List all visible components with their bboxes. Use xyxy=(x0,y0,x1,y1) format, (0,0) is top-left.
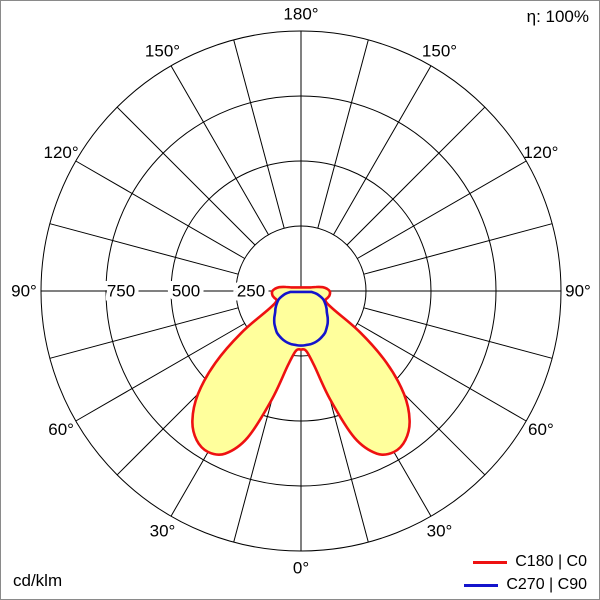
grid-radial-line xyxy=(233,39,285,229)
radial-tick-label: 250 xyxy=(237,282,265,301)
angle-label: 150° xyxy=(422,42,457,61)
grid-radial-line xyxy=(363,223,553,275)
angle-label: 30° xyxy=(150,521,176,540)
unit-label: cd/klm xyxy=(13,571,63,590)
angle-label: 90° xyxy=(565,282,591,301)
grid-radial-line xyxy=(357,323,527,422)
grid-radial-line xyxy=(75,323,245,422)
legend-swatch xyxy=(473,560,508,564)
efficiency-label: η: 100% xyxy=(526,7,589,26)
legend-label: C180 | C0 xyxy=(515,553,587,570)
legend: C180 | C0 C270 | C90 xyxy=(464,553,587,594)
grid-radial-line xyxy=(49,307,239,359)
legend-swatch xyxy=(464,583,499,587)
curve-c270-c90 xyxy=(272,290,330,347)
grid-radial-line xyxy=(49,223,239,275)
grid-radial-line xyxy=(75,160,245,259)
grid-radial-line xyxy=(346,106,486,246)
radial-tick-label: 750 xyxy=(107,282,135,301)
angle-label: 0° xyxy=(293,559,309,578)
angle-label: 30° xyxy=(427,521,453,540)
angle-label: 60° xyxy=(48,420,74,439)
angle-label: 180° xyxy=(283,5,318,24)
legend-item-c180-c0: C180 | C0 xyxy=(464,553,587,571)
angle-label: 120° xyxy=(523,143,558,162)
grid-radial-line xyxy=(363,307,553,359)
legend-item-c270-c90: C270 | C90 xyxy=(464,576,587,594)
angle-label: 150° xyxy=(145,42,180,61)
grid-radial-line xyxy=(170,65,269,235)
grid-radial-line xyxy=(357,160,527,259)
angle-label: 60° xyxy=(528,420,554,439)
grid-radial-line xyxy=(333,65,432,235)
curve-c180-c0 xyxy=(191,285,411,457)
angle-label: 120° xyxy=(44,143,79,162)
radial-tick-label: 500 xyxy=(172,282,200,301)
legend-label: C270 | C90 xyxy=(506,576,587,593)
grid-radial-line xyxy=(317,39,369,229)
angle-label: 90° xyxy=(11,282,37,301)
grid-radial-line xyxy=(116,106,256,246)
